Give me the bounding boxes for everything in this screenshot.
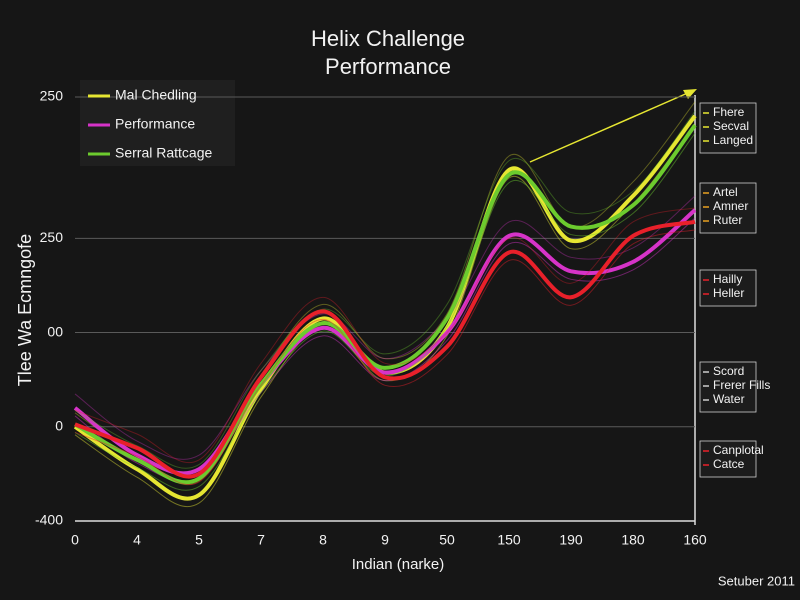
annotation-label: Heller (713, 286, 744, 300)
chart-title: Helix Challenge (311, 26, 465, 51)
x-tick-label: 0 (71, 532, 79, 548)
annotation-box (699, 361, 757, 413)
x-tick-label: 150 (497, 532, 521, 548)
x-tick-label: 5 (195, 532, 203, 548)
series-shadow (74, 207, 696, 464)
series-shadow (74, 110, 696, 469)
arrow-head (683, 89, 697, 99)
x-tick-label: 8 (319, 532, 327, 548)
series-shadow (74, 123, 696, 508)
annotation-label: Catce (713, 457, 745, 471)
x-tick-label: 190 (559, 532, 583, 548)
annotation-label: Frerer Fills (713, 378, 770, 392)
legend-label: Mal Chedling (115, 87, 197, 103)
x-tick-label: 50 (439, 532, 455, 548)
series-line (73, 208, 697, 476)
annotation-box (699, 269, 757, 307)
x-tick-label: 9 (381, 532, 389, 548)
series-line (74, 219, 696, 479)
series-shadow (74, 101, 696, 486)
y-tick-label: 250 (40, 88, 64, 104)
legend-label: Performance (115, 116, 195, 132)
x-tick-label: 7 (257, 532, 265, 548)
annotation-label: Langed (713, 133, 753, 147)
y-tick-label: 00 (47, 323, 63, 339)
series-shadow (74, 229, 696, 486)
annotation-label: Scord (713, 364, 744, 378)
annotation-label: Canplotal (713, 443, 764, 457)
x-axis-label: Indian (narke) (352, 556, 445, 573)
x-tick-label: 160 (683, 532, 707, 548)
footer: Setuber 2011 (718, 573, 795, 588)
annotation-label: Hailly (713, 272, 742, 286)
annotation-label: Secval (713, 119, 749, 133)
arrow (529, 91, 691, 163)
annotation-box (699, 102, 757, 154)
annotation-box (699, 182, 757, 234)
series-shadow (74, 132, 696, 491)
annotation-label: Ruter (713, 213, 742, 227)
annotation-label: Amner (713, 199, 748, 213)
chart-title: Performance (325, 54, 451, 79)
y-tick-label: 0 (55, 417, 63, 433)
y-tick-label: -400 (35, 512, 63, 528)
x-tick-label: 180 (621, 532, 645, 548)
annotation-label: Fhere (713, 105, 745, 119)
series-shadow (74, 195, 696, 460)
y-axis-label: Tlee Wa Ecmngofe (15, 234, 35, 386)
annotation-label: Water (713, 392, 745, 406)
series-line (74, 124, 697, 485)
annotation-label: Artel (713, 185, 738, 199)
legend-box (80, 80, 235, 166)
y-tick-label: 250 (40, 229, 64, 245)
annotation-box (699, 440, 757, 478)
legend-label: Serral Rattcage (115, 145, 212, 161)
x-tick-label: 4 (133, 532, 141, 548)
